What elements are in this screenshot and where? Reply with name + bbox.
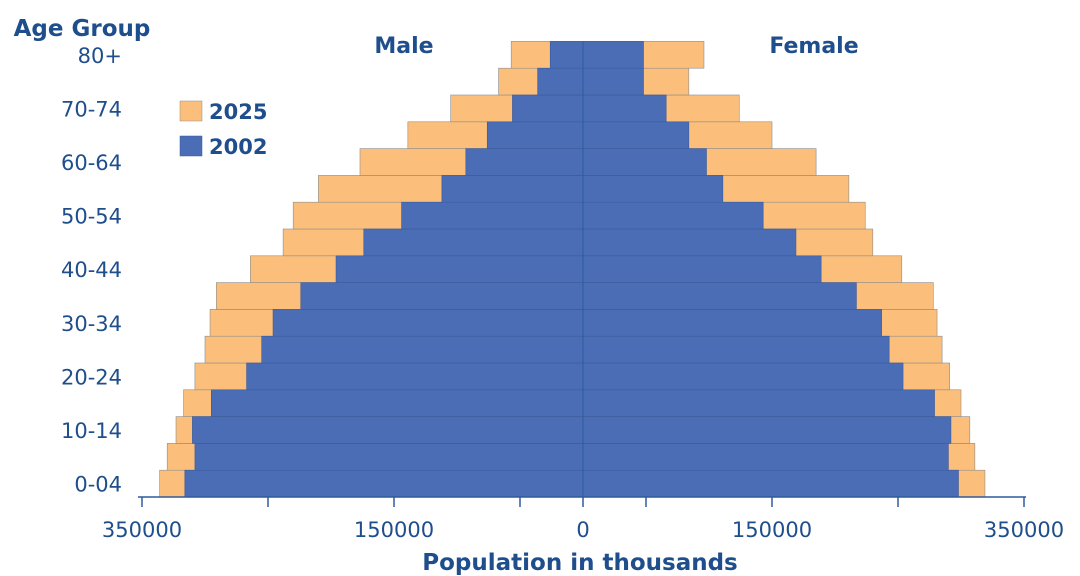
bar-2002-male-40-44 [335, 255, 584, 283]
bar-2002-female-35-39 [582, 282, 857, 310]
age-label: 0-04 [74, 473, 122, 497]
bar-2002-male-80+ [549, 41, 584, 69]
legend-label-2025: 2025 [209, 100, 267, 124]
bar-2002-male-45-49 [363, 228, 584, 257]
bar-2002-female-20-24 [582, 362, 904, 391]
bar-2002-male-30-34 [272, 309, 584, 337]
bar-2002-female-15-19 [582, 389, 935, 417]
age-label: 50-54 [61, 205, 122, 229]
bar-2002-male-25-29 [261, 335, 584, 364]
bar-2002-female-70-74 [582, 94, 667, 123]
bars-2002 [184, 41, 959, 498]
bar-2002-female-65-69 [582, 121, 690, 149]
bar-2002-female-10-14 [582, 416, 952, 444]
bar-2002-female-45-49 [582, 228, 797, 257]
bar-2002-male-55-59 [441, 175, 584, 203]
bar-2002-male-35-39 [300, 282, 584, 310]
bar-2002-male-05-09 [194, 443, 584, 471]
age-label: 20-24 [61, 365, 122, 389]
age-label: 40-44 [61, 258, 122, 282]
x-tick-labels: 350000 150000 0 150000 350000 [102, 518, 1064, 542]
age-label: 60-64 [61, 151, 122, 175]
age-label: 10-14 [61, 419, 122, 443]
bar-2002-female-30-34 [582, 309, 882, 337]
legend-label-2002: 2002 [209, 135, 267, 159]
bar-2002-male-50-54 [401, 201, 584, 230]
age-label: 80+ [78, 44, 122, 68]
x-axis-title: Population in thousands [422, 550, 738, 576]
x-tick-label: 150000 [732, 518, 812, 542]
bar-2002-male-75-79 [537, 67, 584, 96]
bar-2002-male-20-24 [246, 362, 584, 391]
age-label: 70-74 [61, 97, 122, 121]
legend: 2025 2002 [179, 100, 267, 159]
age-label: 30-34 [61, 312, 122, 336]
bar-2002-female-75-79 [582, 67, 644, 96]
bar-2002-female-80+ [582, 41, 644, 69]
legend-swatch-2002 [179, 135, 203, 157]
bar-2002-female-25-29 [582, 335, 890, 364]
male-label: Male [374, 34, 433, 59]
x-axis [138, 496, 1026, 507]
x-tick-label: 350000 [984, 518, 1064, 542]
bar-2002-female-05-09 [582, 443, 949, 471]
bar-2002-male-10-14 [192, 416, 584, 444]
bar-2002-female-55-59 [582, 175, 724, 203]
x-tick-label: 150000 [354, 518, 434, 542]
x-tick-label: 350000 [102, 518, 182, 542]
bar-2002-female-40-44 [582, 255, 822, 283]
y-axis-title: Age Group [14, 16, 151, 42]
x-tick-label: 0 [576, 518, 589, 542]
bar-2002-male-65-69 [486, 121, 584, 149]
bar-2002-male-0-04 [184, 469, 584, 498]
bar-2002-male-60-64 [465, 148, 584, 176]
bar-2002-female-0-04 [582, 469, 959, 498]
age-labels: 0-04 10-14 20-24 30-34 40-44 50-54 60-64 70-74 8… [61, 44, 122, 497]
bar-2002-female-50-54 [582, 201, 764, 230]
bar-2002-male-70-74 [512, 94, 584, 123]
female-label: Female [769, 34, 858, 59]
bar-2002-male-15-19 [211, 389, 584, 417]
bar-2002-female-60-64 [582, 148, 707, 176]
legend-swatch-2025 [179, 100, 203, 122]
